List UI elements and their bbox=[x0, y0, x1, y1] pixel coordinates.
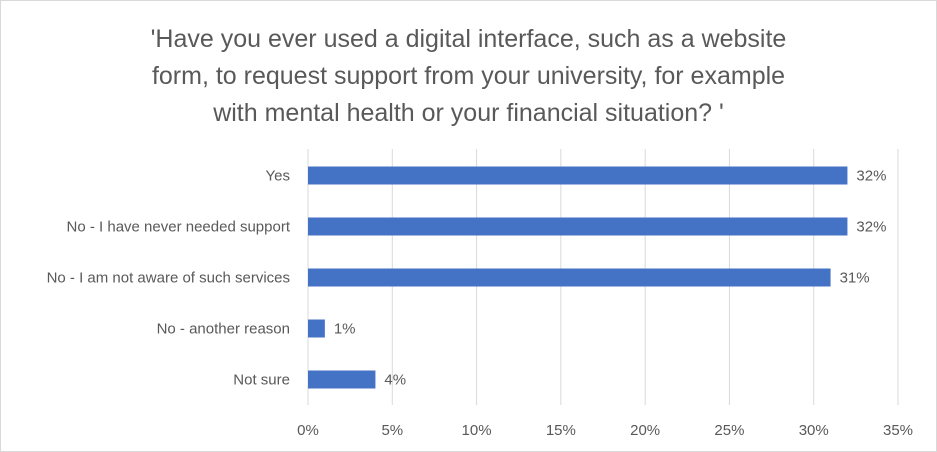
x-tick-label: 30% bbox=[799, 422, 829, 439]
category-label: Yes bbox=[266, 168, 290, 185]
bar bbox=[308, 268, 831, 287]
x-tick-label: 35% bbox=[883, 422, 913, 439]
data-label: 32% bbox=[856, 219, 886, 236]
x-tick-label: 0% bbox=[297, 422, 319, 439]
bar bbox=[308, 319, 325, 338]
category-label: No - I am not aware of such services bbox=[47, 270, 290, 287]
data-label: 32% bbox=[856, 168, 886, 185]
category-label: No - another reason bbox=[157, 321, 290, 338]
x-tick-label: 15% bbox=[546, 422, 576, 439]
x-tick-label: 5% bbox=[381, 422, 403, 439]
category-label: Not sure bbox=[233, 372, 290, 389]
bar bbox=[308, 166, 848, 185]
data-label: 1% bbox=[334, 321, 356, 338]
x-tick-label: 25% bbox=[714, 422, 744, 439]
x-tick-label: 20% bbox=[630, 422, 660, 439]
data-label: 31% bbox=[840, 270, 870, 287]
data-label: 4% bbox=[384, 372, 406, 389]
x-tick-label: 10% bbox=[462, 422, 492, 439]
bar bbox=[308, 217, 848, 236]
chart-title: 'Have you ever used a digital interface,… bbox=[150, 25, 787, 127]
category-label: No - I have never needed support bbox=[67, 219, 291, 236]
bar bbox=[308, 370, 376, 389]
